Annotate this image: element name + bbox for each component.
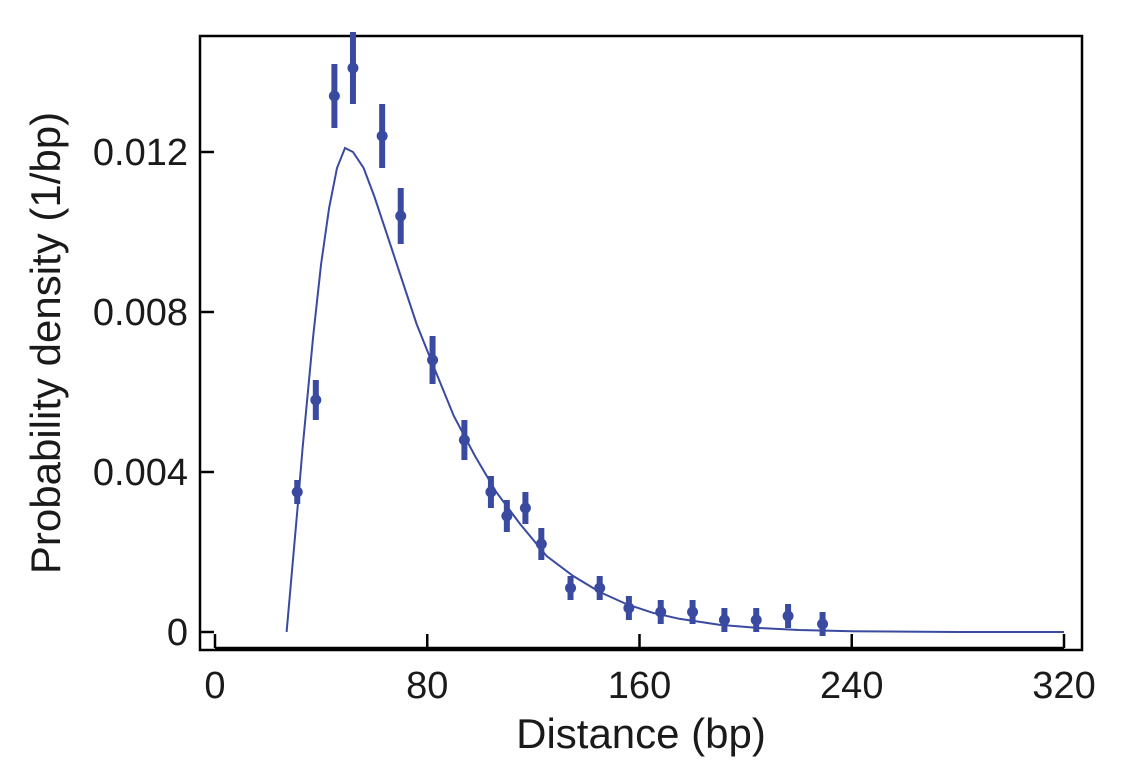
data-point (655, 606, 667, 618)
y-axis: 0 0.004 0.008 0.012 (93, 132, 214, 654)
y-axis-title: Probability density (1/bp) (22, 112, 69, 574)
x-axis-title: Distance (bp) (516, 710, 766, 757)
x-tick-label: 80 (406, 665, 448, 707)
data-point (395, 210, 407, 222)
data-point (310, 394, 322, 406)
data-point (376, 130, 388, 142)
data-point (750, 614, 762, 626)
data-point (347, 62, 359, 74)
data-point (687, 606, 699, 618)
data-point (594, 582, 606, 594)
y-tick-label: 0 (167, 612, 188, 654)
y-tick-label: 0.004 (93, 452, 188, 494)
x-axis: 0 80 160 240 320 (204, 634, 1096, 707)
data-point (328, 90, 340, 102)
x-tick-label: 160 (608, 665, 671, 707)
data-point (501, 510, 513, 522)
data-point (535, 538, 547, 550)
data-point (458, 434, 470, 446)
data-point (519, 502, 531, 514)
data-point (782, 610, 794, 622)
y-tick-label: 0.012 (93, 132, 188, 174)
data-point (485, 486, 497, 498)
data-point (623, 602, 635, 614)
fit-curve (285, 146, 1064, 633)
y-tick-label: 0.008 (93, 292, 188, 334)
data-point (291, 486, 303, 498)
x-tick-label: 320 (1032, 665, 1095, 707)
data-point (565, 582, 577, 594)
x-tick-label: 240 (820, 665, 883, 707)
fit-curve-layer (285, 146, 1064, 633)
data-point (718, 614, 730, 626)
plot-frame (198, 34, 1084, 652)
data-points-layer (291, 32, 829, 636)
data-point (817, 618, 829, 630)
data-point (427, 354, 439, 366)
x-tick-label: 0 (204, 665, 225, 707)
